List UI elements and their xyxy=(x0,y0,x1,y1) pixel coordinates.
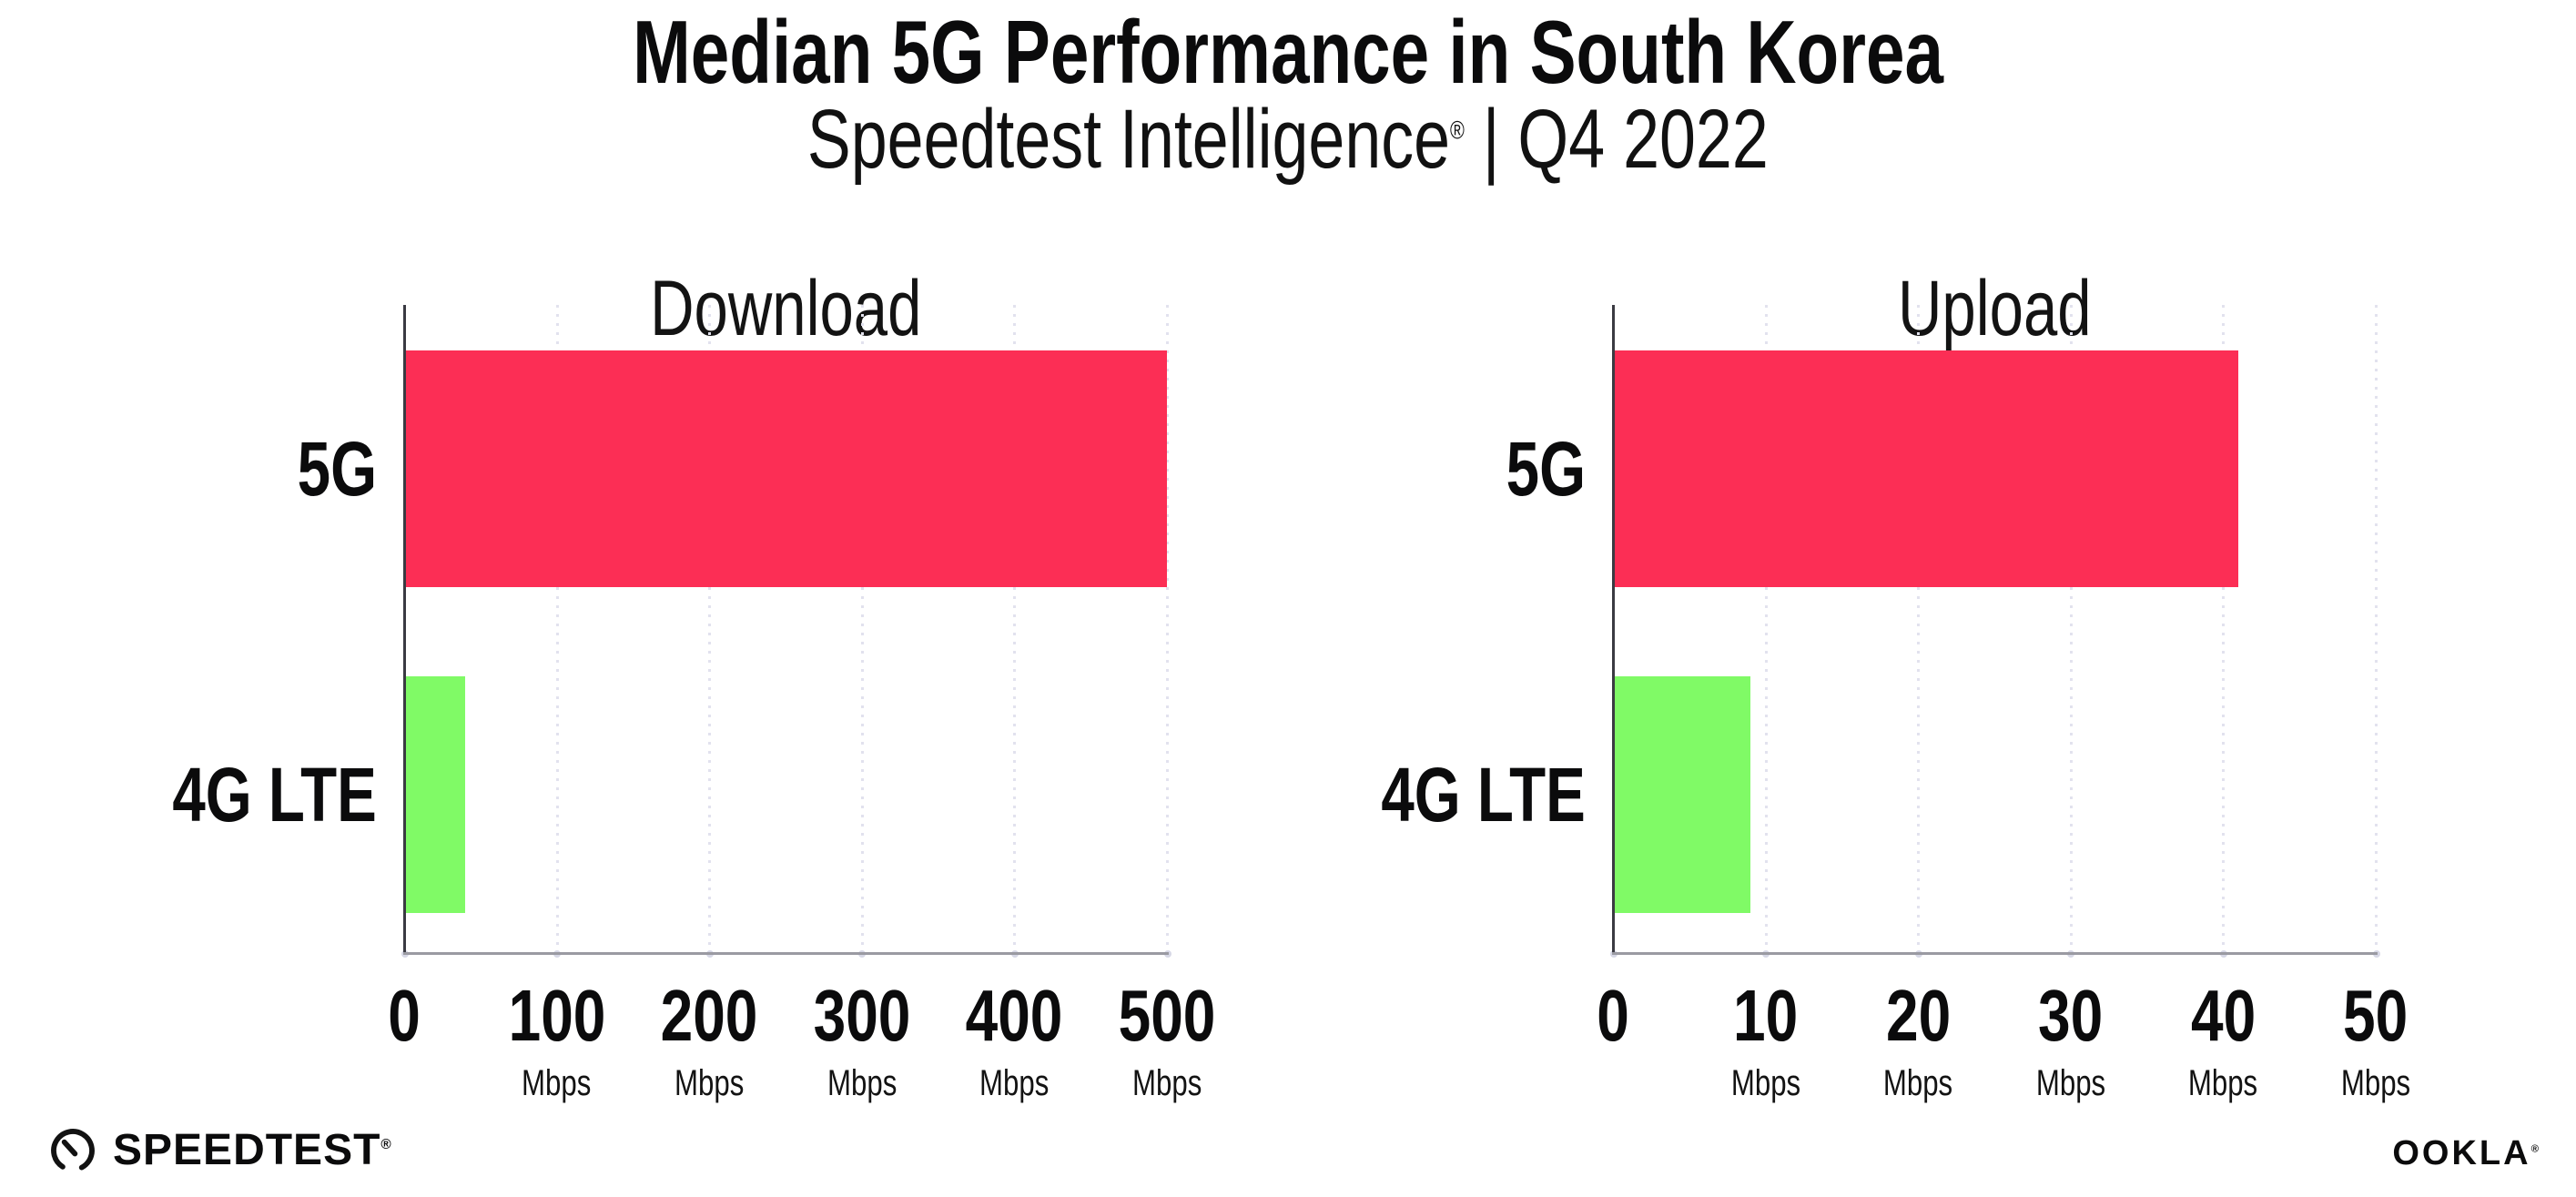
x-tick-unit: Mbps xyxy=(827,1063,897,1103)
x-tick-value: 300 xyxy=(813,975,911,1056)
x-tick-0: 0 xyxy=(1593,979,1634,1052)
x-tick-400: 400 Mbps xyxy=(954,975,1075,1103)
page-subtitle: Speedtest Intelligence® | Q4 2022 xyxy=(0,93,2576,186)
x-tick-value: 50 xyxy=(2343,975,2409,1056)
x-tick-value: 0 xyxy=(388,975,421,1056)
speedtest-logo: SPEEDTEST® xyxy=(47,1125,392,1176)
bar-5g-download xyxy=(404,350,1167,588)
download-y-axis xyxy=(403,305,406,954)
x-tick-20: 20 Mbps xyxy=(1873,975,1962,1103)
x-tick-value: 20 xyxy=(1885,975,1951,1056)
category-label-5g: 5G xyxy=(297,426,377,512)
x-tick-value: 200 xyxy=(660,975,758,1056)
x-tick-40: 40 Mbps xyxy=(2178,975,2267,1103)
upload-chart-title: Upload xyxy=(1897,265,2092,353)
x-tick-100: 100 Mbps xyxy=(496,975,617,1103)
upload-chart-panel: Upload 5G 4G LTE 0 10 Mbps 20 Mbps 30 Mbps 40 Mb… xyxy=(1382,269,2411,1101)
bar-5g-upload xyxy=(1613,350,2239,588)
download-x-axis xyxy=(403,952,1169,955)
upload-x-axis xyxy=(1612,952,2378,955)
page-subtitle-text: Speedtest Intelligence® | Q4 2022 xyxy=(807,93,1769,186)
ookla-registered-mark: ® xyxy=(2530,1143,2541,1155)
x-tick-value: 30 xyxy=(2038,975,2104,1056)
registered-mark: ® xyxy=(1450,116,1465,145)
x-tick-unit: Mbps xyxy=(1131,1063,1202,1103)
x-tick-unit: Mbps xyxy=(522,1063,592,1103)
page-title: Median 5G Performance in South Korea xyxy=(0,5,2576,99)
bar-4g-lte-download xyxy=(404,675,466,914)
x-tick-value: 400 xyxy=(965,975,1063,1056)
x-tick-unit: Mbps xyxy=(674,1063,745,1103)
gridline-50 xyxy=(2372,305,2380,958)
x-tick-unit: Mbps xyxy=(979,1063,1050,1103)
x-tick-200: 200 Mbps xyxy=(648,975,769,1103)
x-tick-value: 10 xyxy=(1732,975,1799,1056)
subtitle-period: | Q4 2022 xyxy=(1465,93,1769,186)
x-tick-value: 100 xyxy=(508,975,605,1056)
speedtest-wordmark: SPEEDTEST® xyxy=(113,1126,392,1174)
x-tick-300: 300 Mbps xyxy=(801,975,922,1103)
speedtest-registered-mark: ® xyxy=(380,1137,392,1152)
x-tick-50: 50 Mbps xyxy=(2331,975,2420,1103)
bar-4g-lte-upload xyxy=(1613,675,1750,914)
x-tick-value: 0 xyxy=(1597,975,1629,1056)
x-tick-30: 30 Mbps xyxy=(2026,975,2115,1103)
x-tick-0: 0 xyxy=(384,979,425,1052)
page-title-text: Median 5G Performance in South Korea xyxy=(633,2,1943,102)
category-label-4g-lte: 4G LTE xyxy=(1381,751,1586,837)
category-label-5g: 5G xyxy=(1506,426,1586,512)
subtitle-brand: Speedtest Intelligence xyxy=(807,93,1451,186)
x-tick-unit: Mbps xyxy=(1730,1063,1800,1103)
download-chart-title: Download xyxy=(649,265,922,353)
speedtest-gauge-icon xyxy=(47,1125,98,1176)
ookla-wordmark: OOKLA xyxy=(2392,1134,2531,1172)
upload-x-tick-labels: 0 10 Mbps 20 Mbps 30 Mbps 40 Mbps 50 Mbps xyxy=(1597,954,2410,1136)
x-tick-unit: Mbps xyxy=(2188,1063,2258,1103)
x-tick-unit: Mbps xyxy=(1883,1063,1953,1103)
download-plot-area xyxy=(401,305,1171,958)
x-tick-unit: Mbps xyxy=(2340,1063,2411,1103)
download-x-tick-labels: 0 100 Mbps 200 Mbps 300 Mbps 400 Mbps 500 Mbps xyxy=(388,954,1215,1136)
upload-y-axis xyxy=(1612,305,1615,954)
x-tick-value: 40 xyxy=(2190,975,2256,1056)
category-label-4g-lte: 4G LTE xyxy=(172,751,377,837)
x-tick-500: 500 Mbps xyxy=(1106,975,1227,1103)
x-tick-unit: Mbps xyxy=(2035,1063,2105,1103)
x-tick-value: 500 xyxy=(1118,975,1216,1056)
x-tick-10: 10 Mbps xyxy=(1721,975,1810,1103)
ookla-logo: OOKLA® xyxy=(2392,1136,2541,1171)
upload-plot-area xyxy=(1609,305,2380,958)
download-chart-panel: Download 5G 4G LTE 0 100 Mbps 200 Mbps 300 Mbp… xyxy=(173,269,1216,1101)
